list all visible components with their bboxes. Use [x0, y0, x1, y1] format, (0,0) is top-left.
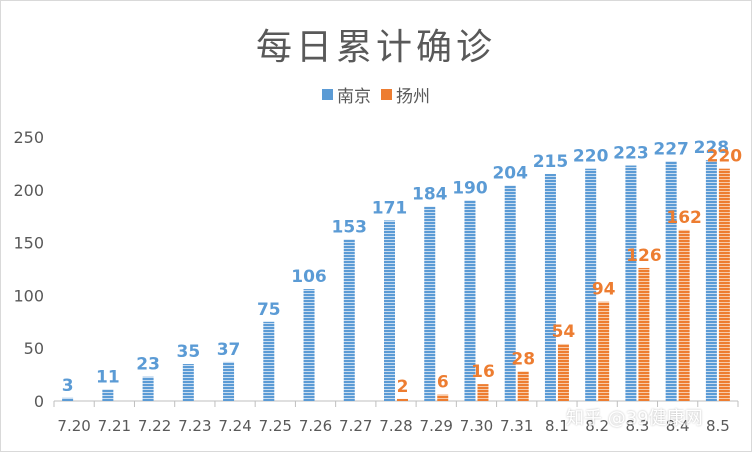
data-label-yangzhou: 28 [511, 349, 535, 369]
bar-yangzhou [517, 371, 529, 401]
x-tick-label: 7.31 [500, 417, 533, 435]
bar-nanjing [182, 364, 194, 401]
bar-yangzhou [557, 343, 569, 401]
bar-nanjing [665, 161, 677, 401]
legend-item-nanjing: 南京 [322, 82, 371, 107]
x-tick-label: 7.20 [57, 417, 90, 435]
x-tick-label: 8.3 [625, 417, 649, 435]
legend-swatch-yangzhou [381, 89, 392, 100]
bar-nanjing [263, 321, 275, 401]
data-label-nanjing: 171 [372, 198, 408, 218]
x-tick-label: 8.5 [706, 417, 730, 435]
x-tick-label: 8.1 [545, 417, 569, 435]
x-tick-label: 7.25 [259, 417, 292, 435]
bar-yangzhou [678, 229, 690, 401]
bar-nanjing [585, 168, 597, 401]
data-label-yangzhou: 6 [437, 373, 449, 393]
data-label-yangzhou: 162 [666, 208, 702, 228]
bar-nanjing [62, 397, 74, 401]
x-tick-label: 7.28 [379, 417, 412, 435]
bar-nanjing [102, 389, 114, 401]
data-label-yangzhou: 94 [592, 280, 616, 300]
data-label-nanjing: 227 [653, 139, 689, 159]
bar-nanjing [504, 185, 516, 401]
data-label-nanjing: 184 [412, 185, 448, 205]
bar-yangzhou [437, 394, 449, 401]
bar-yangzhou [477, 384, 489, 401]
bar-nanjing [142, 376, 154, 401]
chart-title: 每日累计确诊 [255, 27, 496, 68]
bar-nanjing [464, 200, 476, 401]
bar-yangzhou [397, 398, 408, 401]
data-label-nanjing: 153 [332, 217, 368, 237]
x-tick-label: 7.29 [420, 417, 453, 435]
bar-yangzhou [718, 168, 730, 401]
x-tick-label: 7.30 [460, 417, 493, 435]
legend-label-yangzhou: 扬州 [396, 87, 430, 107]
data-label-nanjing: 223 [613, 144, 649, 164]
bar-nanjing [424, 206, 436, 401]
data-label-nanjing: 37 [217, 340, 241, 360]
data-label-yangzhou: 2 [397, 377, 409, 397]
data-label-yangzhou: 126 [626, 246, 662, 266]
x-tick-label: 8.4 [666, 417, 690, 435]
data-label-yangzhou: 54 [552, 322, 576, 342]
y-tick-label: 200 [13, 181, 44, 200]
legend-swatch-nanjing [322, 89, 333, 100]
x-tick-label: 7.24 [218, 417, 251, 435]
data-label-nanjing: 3 [62, 376, 74, 396]
bar-yangzhou [598, 301, 610, 401]
data-label-nanjing: 220 [573, 147, 609, 167]
bar-nanjing [223, 361, 235, 401]
data-label-nanjing: 75 [257, 300, 281, 320]
bar-yangzhou [638, 267, 650, 401]
y-tick-label: 250 [13, 128, 44, 147]
bar-nanjing [303, 289, 315, 401]
y-tick-label: 150 [13, 234, 44, 253]
watermark: 知乎 @39健康网 [566, 408, 703, 429]
data-label-nanjing: 11 [96, 367, 120, 387]
bar-nanjing [384, 220, 395, 401]
data-label-nanjing: 190 [452, 178, 488, 198]
y-tick-label: 100 [13, 286, 44, 305]
bar-nanjing [343, 239, 355, 401]
y-tick-label: 50 [24, 339, 44, 358]
x-tick-label: 7.21 [98, 417, 131, 435]
bar-nanjing [544, 173, 556, 401]
data-label-nanjing: 204 [492, 164, 528, 184]
chart-legend: 南京 扬州 [0, 82, 752, 107]
x-tick-label: 7.22 [138, 417, 171, 435]
x-tick-label: 7.27 [339, 417, 372, 435]
data-label-nanjing: 228 [694, 138, 730, 158]
x-tick-label: 7.26 [299, 417, 332, 435]
legend-label-nanjing: 南京 [337, 87, 371, 107]
bar-nanjing [705, 160, 717, 401]
y-tick-label: 0 [34, 392, 44, 411]
data-label-yangzhou: 16 [471, 362, 495, 382]
x-tick-label: 7.23 [178, 417, 211, 435]
data-label-nanjing: 35 [176, 342, 200, 362]
data-label-nanjing: 23 [136, 355, 160, 375]
bar-nanjing [625, 165, 637, 401]
data-label-nanjing: 106 [291, 267, 327, 287]
data-label-nanjing: 215 [533, 152, 569, 172]
data-label-yangzhou: 220 [707, 147, 743, 167]
legend-item-yangzhou: 扬州 [381, 82, 430, 107]
x-tick-label: 8.2 [585, 417, 609, 435]
